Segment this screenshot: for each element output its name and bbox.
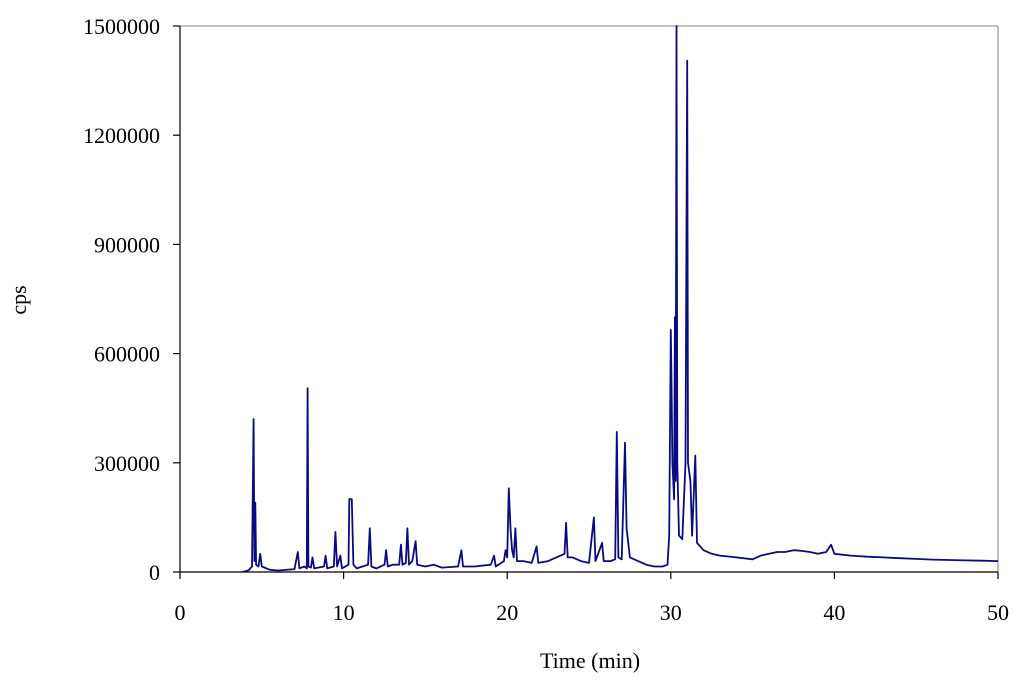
y-tick-label: 600000: [94, 342, 160, 367]
x-axis-ticks: 0 10 20 30 40 50: [175, 572, 1009, 625]
x-tick-label: 40: [823, 600, 845, 625]
x-axis-title: Time (min): [540, 648, 640, 673]
y-axis-title: cps: [6, 285, 31, 314]
series-line-0: [242, 25, 999, 573]
x-tick-label: 20: [496, 600, 518, 625]
x-tick-label: 50: [987, 600, 1009, 625]
y-tick-label: 300000: [94, 451, 160, 476]
y-tick-label: 1500000: [83, 14, 160, 39]
y-tick-label: 900000: [94, 232, 160, 257]
x-tick-label: 0: [175, 600, 186, 625]
x-tick-label: 10: [333, 600, 355, 625]
x-tick-label: 30: [660, 600, 682, 625]
series-group: [242, 25, 999, 573]
y-tick-label: 1200000: [83, 123, 160, 148]
plot-frame: [179, 25, 999, 573]
y-tick-label: 0: [149, 560, 160, 585]
y-axis-ticks: 0 300000 600000 900000 1200000 1500000: [83, 14, 180, 585]
